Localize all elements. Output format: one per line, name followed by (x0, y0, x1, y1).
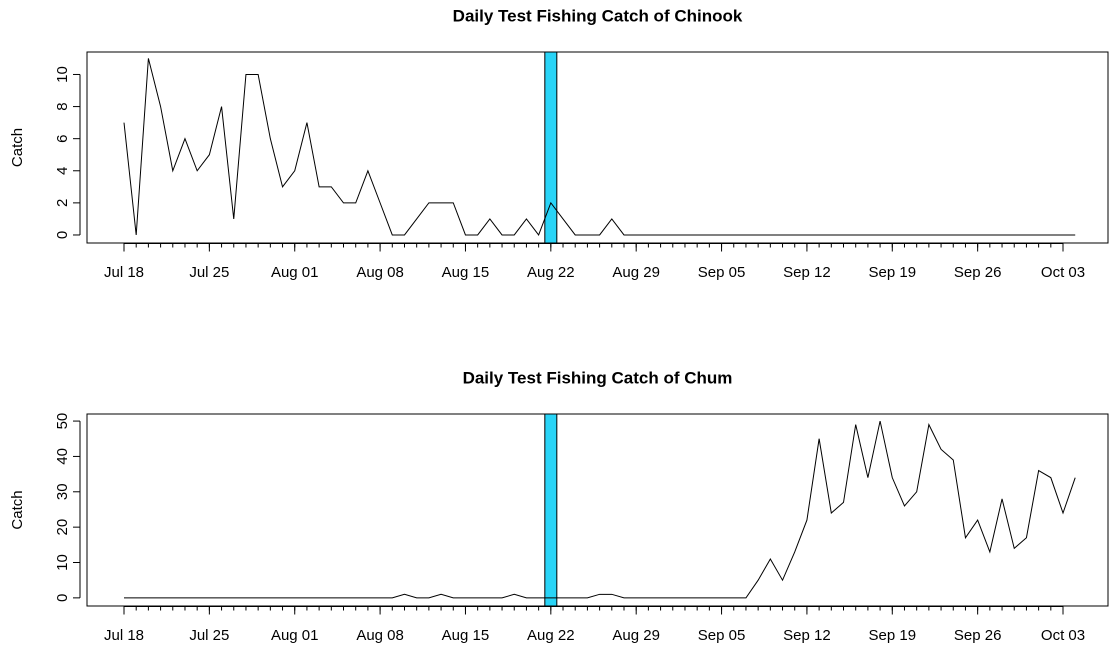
x-tick-label: Sep 19 (869, 264, 917, 281)
x-tick-label: Aug 15 (442, 264, 490, 281)
y-axis-label: Catch (9, 490, 26, 529)
y-tick-label: 10 (54, 66, 71, 83)
y-tick-label: 0 (54, 231, 71, 239)
y-tick-label: 2 (54, 199, 71, 207)
x-tick-label: Aug 01 (271, 264, 319, 281)
x-tick-label: Aug 22 (527, 264, 575, 281)
x-tick-label: Aug 01 (271, 627, 319, 644)
x-tick-label: Oct 03 (1041, 627, 1085, 644)
x-tick-label: Aug 22 (527, 627, 575, 644)
x-tick-label: Sep 19 (869, 627, 917, 644)
y-tick-label: 40 (54, 448, 71, 465)
data-line (123, 58, 1076, 236)
y-tick-label: 10 (54, 554, 71, 571)
data-line (124, 420, 1076, 599)
x-tick-label: Sep 05 (698, 264, 746, 281)
y-tick-label: 6 (54, 135, 71, 143)
plot-frame (86, 413, 1109, 607)
highlight-band (544, 413, 558, 607)
y-tick-label: 8 (54, 102, 71, 110)
x-tick-label: Jul 25 (189, 627, 229, 644)
x-tick-label: Jul 25 (189, 264, 229, 281)
x-tick-label: Aug 29 (612, 264, 660, 281)
y-tick-label: 30 (54, 483, 71, 500)
y-axis-label: Catch (9, 128, 26, 167)
x-tick-label: Aug 15 (442, 627, 490, 644)
y-tick-label: 4 (54, 167, 71, 175)
chart-title: Daily Test Fishing Catch of Chinook (453, 6, 743, 25)
y-tick-label: 0 (54, 594, 71, 602)
y-tick-label: 50 (54, 413, 71, 430)
y-tick-label: 20 (54, 519, 71, 536)
x-tick-label: Jul 18 (104, 264, 144, 281)
x-tick-label: Oct 03 (1041, 264, 1085, 281)
x-tick-label: Sep 12 (783, 627, 831, 644)
x-tick-label: Sep 12 (783, 264, 831, 281)
x-tick-label: Jul 18 (104, 627, 144, 644)
x-tick-label: Aug 29 (612, 627, 660, 644)
x-tick-label: Sep 05 (698, 627, 746, 644)
x-tick-label: Sep 26 (954, 627, 1002, 644)
x-tick-label: Sep 26 (954, 264, 1002, 281)
x-tick-label: Aug 08 (356, 627, 404, 644)
x-tick-label: Aug 08 (356, 264, 404, 281)
chart-title: Daily Test Fishing Catch of Chum (463, 368, 733, 387)
